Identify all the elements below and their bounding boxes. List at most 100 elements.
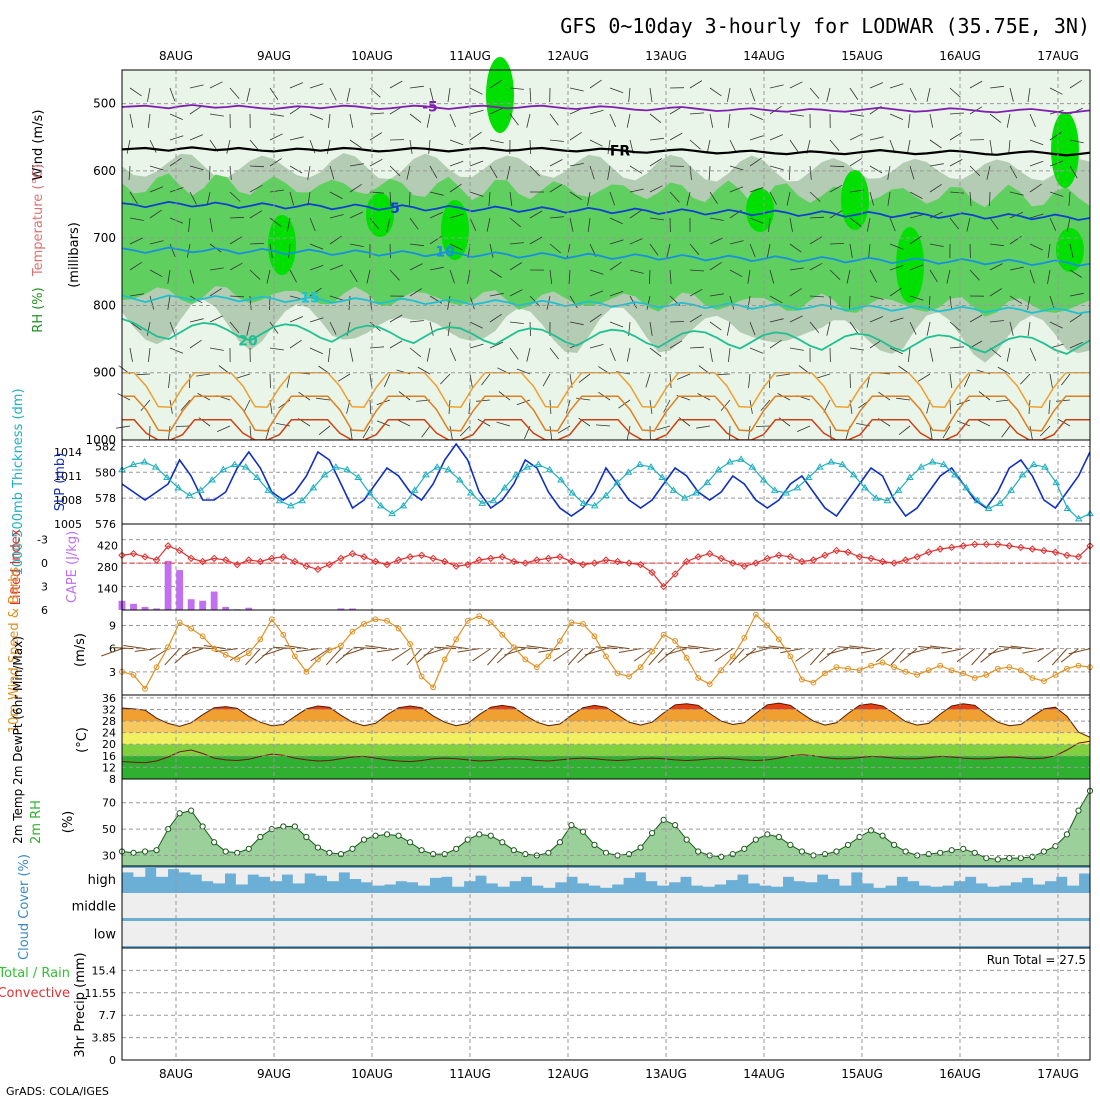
wind-speed-marker (153, 664, 160, 671)
cloud-clear-cell (805, 868, 818, 883)
cloud-clear-cell (304, 921, 317, 946)
thickness-marker (827, 457, 835, 465)
wind-barb-10m (1068, 648, 1091, 655)
rh-marker (844, 841, 852, 849)
wind-barb-10m (192, 646, 215, 650)
lifted-marker (1074, 553, 1083, 561)
wind-speed-marker (971, 675, 978, 681)
wind-barb-10m (633, 648, 653, 662)
wind-barb (849, 217, 862, 227)
wind-barb (329, 321, 337, 335)
cloud-clear-cell (1021, 868, 1034, 878)
wind-barb-10m (434, 646, 457, 650)
rh-marker (672, 822, 679, 829)
rh-marker (430, 851, 437, 858)
wind-barb (769, 295, 783, 304)
lifted-marker (1017, 543, 1025, 552)
cloud-clear-cell (520, 868, 533, 877)
wind-barb-10m (245, 648, 261, 666)
rh-marker (625, 851, 633, 858)
wind-barb (449, 213, 464, 219)
wind-barb (196, 373, 211, 377)
date-label-bottom: 13AUG (645, 1067, 687, 1081)
cloud-clear-cell (372, 921, 385, 946)
cloud-clear-cell (167, 893, 180, 918)
wind-barb (526, 113, 531, 128)
wind-barb-10m (987, 648, 1010, 655)
cape-bar (199, 600, 207, 610)
wind-barb-10m (687, 645, 710, 650)
wind-barb (715, 373, 731, 376)
wind-barb (309, 317, 324, 323)
cloud-clear-cell (828, 868, 840, 879)
wind-barb-10m (123, 645, 146, 650)
wind-barb (589, 79, 602, 89)
wind-barb (846, 269, 851, 284)
wind-barb (329, 214, 344, 219)
lifted-marker (417, 551, 426, 559)
lifted-marker (152, 556, 161, 564)
date-label-bottom: 17AUG (1037, 1067, 1079, 1081)
cloud-clear-cell (486, 893, 499, 918)
thickness-marker (196, 486, 205, 493)
cloud-clear-cell (885, 868, 897, 886)
cape-bar (187, 599, 195, 610)
cloud-clear-cell (691, 868, 704, 886)
wind-barb (1029, 113, 1036, 128)
cloud-clear-cell (930, 868, 943, 887)
wind-barb (309, 113, 324, 120)
wind-barb (167, 269, 171, 284)
wind-speed-marker (188, 625, 195, 632)
panel-border (121, 947, 1091, 1061)
cloud-clear-cell (919, 921, 932, 946)
lifted-marker (279, 553, 288, 561)
cloud-clear-cell (896, 893, 909, 918)
wind-barb (589, 269, 604, 275)
wind-speed-marker (718, 667, 725, 674)
wind-speed-marker (545, 653, 552, 660)
date-label-bottom: 10AUG (351, 1067, 393, 1081)
wind-barb (669, 321, 685, 323)
wind-barb (449, 347, 457, 361)
wind-barb (769, 373, 771, 389)
lifted-marker (141, 553, 149, 561)
wind-barb (209, 347, 224, 351)
wind-barb (1069, 341, 1083, 349)
wind-barb (929, 183, 942, 193)
wind-barb (829, 165, 845, 168)
wind-barb (907, 139, 911, 154)
cloud-clear-cell (509, 921, 522, 946)
wind-barb (809, 87, 820, 99)
cloud-clear-cell (896, 868, 909, 877)
wind-speed-marker (199, 633, 206, 640)
wind-barb (989, 85, 1004, 89)
wind-barb (209, 217, 213, 232)
rh-marker (245, 845, 252, 852)
wind-barb (789, 347, 804, 351)
cloud-clear-cell (566, 868, 579, 877)
wind-barb (749, 321, 756, 336)
wind-barb (669, 191, 680, 203)
cloud-clear-cell (178, 868, 191, 873)
cloud-clear-cell (270, 893, 282, 918)
lifted-marker (487, 554, 495, 563)
wind-barb (318, 425, 331, 436)
cloud-level-label: low (94, 928, 117, 943)
wind-barb (908, 113, 911, 128)
wind-barb (996, 399, 1011, 402)
cloud-clear-cell (793, 921, 806, 946)
wind-barb (669, 373, 672, 389)
lifted-marker (210, 554, 218, 563)
wind-barb (549, 113, 559, 126)
cloud-clear-cell (1055, 868, 1068, 877)
wind-barb (649, 321, 653, 336)
cloud-clear-cell (497, 921, 510, 946)
lifted-marker (994, 540, 1002, 549)
cloud-clear-cell (440, 868, 453, 877)
lifted-marker (291, 557, 299, 566)
wind-barb (198, 417, 211, 427)
wind-barb (449, 113, 456, 128)
cloud-clear-cell (418, 868, 430, 886)
date-label-top: 16AUG (939, 49, 981, 63)
wind-barb (1008, 139, 1011, 154)
